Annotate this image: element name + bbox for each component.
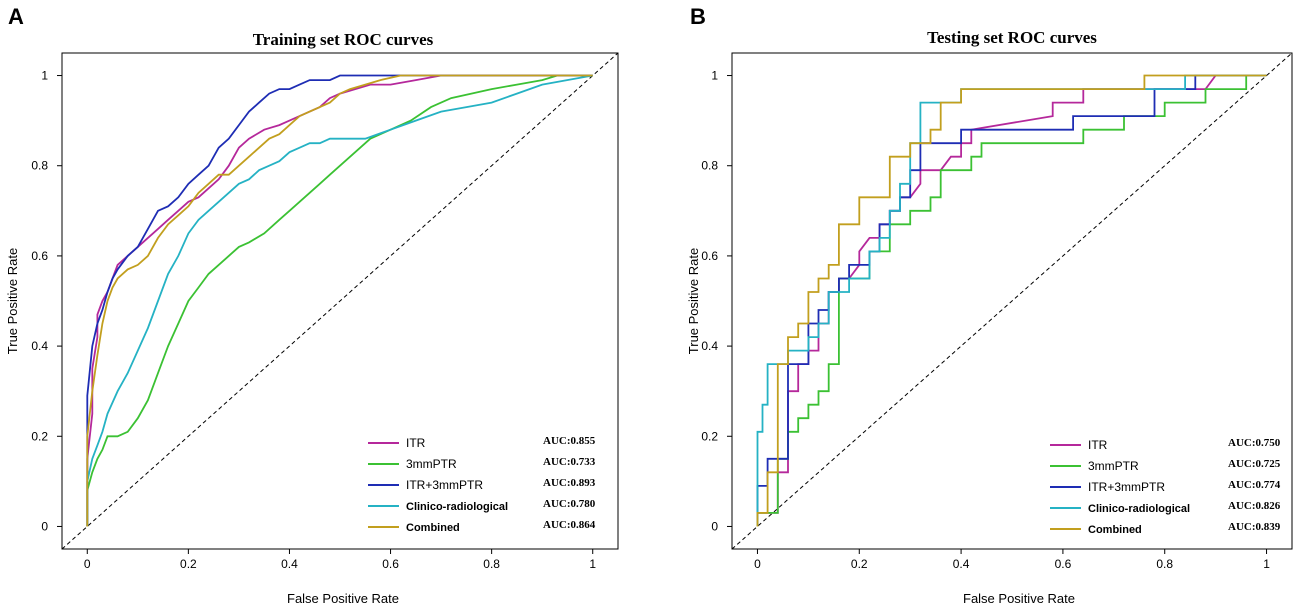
panel-a-legend-auc: AUC:0.780 <box>543 498 596 510</box>
panel-b-y-tick-label: 0.8 <box>701 159 718 173</box>
panel-a-y-tick-label: 0 <box>41 519 48 533</box>
panel-b-legend-auc: AUC:0.826 <box>1228 500 1281 512</box>
panel-a-x-tick-label: 0.6 <box>382 557 399 571</box>
panel-a-x-tick-label: 0 <box>84 557 91 571</box>
panel-a-legend-auc: AUC:0.864 <box>543 519 596 531</box>
panel-a-y-tick-label: 1 <box>41 69 48 83</box>
panel-b-y-tick-label: 1 <box>711 69 718 83</box>
panel-b-plot-frame <box>731 52 1293 550</box>
panel-a-x-tick-label: 1 <box>589 557 596 571</box>
panel-b-legend-label: 3mmPTR <box>1088 459 1139 473</box>
panel-b-legend-label: ITR+3mmPTR <box>1088 480 1165 494</box>
panel-a-series <box>86 74 593 527</box>
panel-a-y-tick-label: 0.6 <box>31 249 48 263</box>
panel-b-x-tick-label: 0 <box>754 557 761 571</box>
panel-b-legend: ITR AUC:0.750 3mmPTR AUC:0.725 ITR+3mmPTR AUC… <box>1050 437 1281 536</box>
panel-a-series-line-itr-3mmptr <box>86 74 593 527</box>
panel-a-legend-auc: AUC:0.855 <box>543 435 596 447</box>
panel-b-y-tick-label: 0 <box>711 519 718 533</box>
panel-b-legend-auc: AUC:0.725 <box>1228 458 1281 470</box>
panel-a-legend-label: 3mmPTR <box>406 457 457 471</box>
panel-a-y-tick-label: 0.2 <box>31 429 48 443</box>
panel-a-y-tick-label: 0.8 <box>31 159 48 173</box>
panel-b-legend-auc: AUC:0.750 <box>1228 437 1281 449</box>
panel-a-y-ticks: 0 0.2 0.4 0.6 0.8 1 <box>31 69 62 533</box>
panel-b-y-axis-label: True Positive Rate <box>686 248 701 354</box>
panel-a-legend-label: ITR+3mmPTR <box>406 478 483 492</box>
panel-a-plot-frame <box>61 52 619 550</box>
panel-a-y-tick-label: 0.4 <box>31 339 48 353</box>
panel-a-x-tick-label: 0.2 <box>180 557 197 571</box>
panel-b-x-tick-label: 0.6 <box>1055 557 1072 571</box>
panel-a-legend: ITR AUC:0.855 3mmPTR AUC:0.733 ITR+3mmPTR AUC… <box>368 435 596 534</box>
panel-b-x-tick-label: 0.2 <box>851 557 868 571</box>
panel-b-x-axis-label: False Positive Rate <box>963 591 1075 606</box>
panel-b-x-tick-label: 1 <box>1263 557 1270 571</box>
panel-a-legend-label: ITR <box>406 436 426 450</box>
panel-a: A Training set ROC curves 0 0.2 0.4 0.6 0.8 1… <box>5 4 619 606</box>
panel-b-y-ticks: 0 0.2 0.4 0.6 0.8 1 <box>701 69 732 533</box>
panel-a-label: A <box>8 4 24 29</box>
panel-b-title: Testing set ROC curves <box>927 28 1097 47</box>
panel-a-x-ticks: 0 0.2 0.4 0.6 0.8 1 <box>84 549 596 571</box>
panel-b-legend-label: Clinico-radiological <box>1088 503 1190 515</box>
panel-a-y-axis-label: True Positive Rate <box>5 248 20 354</box>
panel-b-series <box>756 74 1267 527</box>
panel-a-series-line-3mmptr <box>86 74 593 527</box>
panel-a-title: Training set ROC curves <box>253 30 434 49</box>
panel-b-label: B <box>690 4 706 29</box>
panel-b-x-tick-label: 0.8 <box>1156 557 1173 571</box>
panel-a-x-tick-label: 0.8 <box>483 557 500 571</box>
panel-b-y-tick-label: 0.4 <box>701 339 718 353</box>
panel-b-y-tick-label: 0.6 <box>701 249 718 263</box>
panel-b-y-tick-label: 0.2 <box>701 429 718 443</box>
panel-a-reference-diagonal <box>61 52 619 550</box>
panel-a-x-axis-label: False Positive Rate <box>287 591 399 606</box>
panel-b-legend-auc: AUC:0.839 <box>1228 521 1281 533</box>
panel-b-x-ticks: 0 0.2 0.4 0.6 0.8 1 <box>754 549 1270 571</box>
panel-a-legend-auc: AUC:0.733 <box>543 456 596 468</box>
panel-a-series-line-itr <box>86 74 593 527</box>
panel-a-series-line-combined <box>86 74 593 527</box>
panel-a-x-tick-label: 0.4 <box>281 557 298 571</box>
panel-b-legend-label: Combined <box>1088 524 1142 536</box>
panel-a-series-line-clinico-radiological <box>86 74 593 527</box>
panel-b-legend-label: ITR <box>1088 438 1108 452</box>
panel-a-legend-label: Combined <box>406 522 460 534</box>
panel-a-legend-auc: AUC:0.893 <box>543 477 596 489</box>
panel-b-reference-diagonal <box>731 52 1293 550</box>
panel-b: B Testing set ROC curves 0 0.2 0.4 0.6 0.8 1 … <box>686 4 1293 606</box>
panel-b-legend-auc: AUC:0.774 <box>1228 479 1281 491</box>
panel-b-series-line-combined <box>756 74 1267 527</box>
panel-b-x-tick-label: 0.4 <box>953 557 970 571</box>
panel-a-legend-label: Clinico-radiological <box>406 501 508 513</box>
